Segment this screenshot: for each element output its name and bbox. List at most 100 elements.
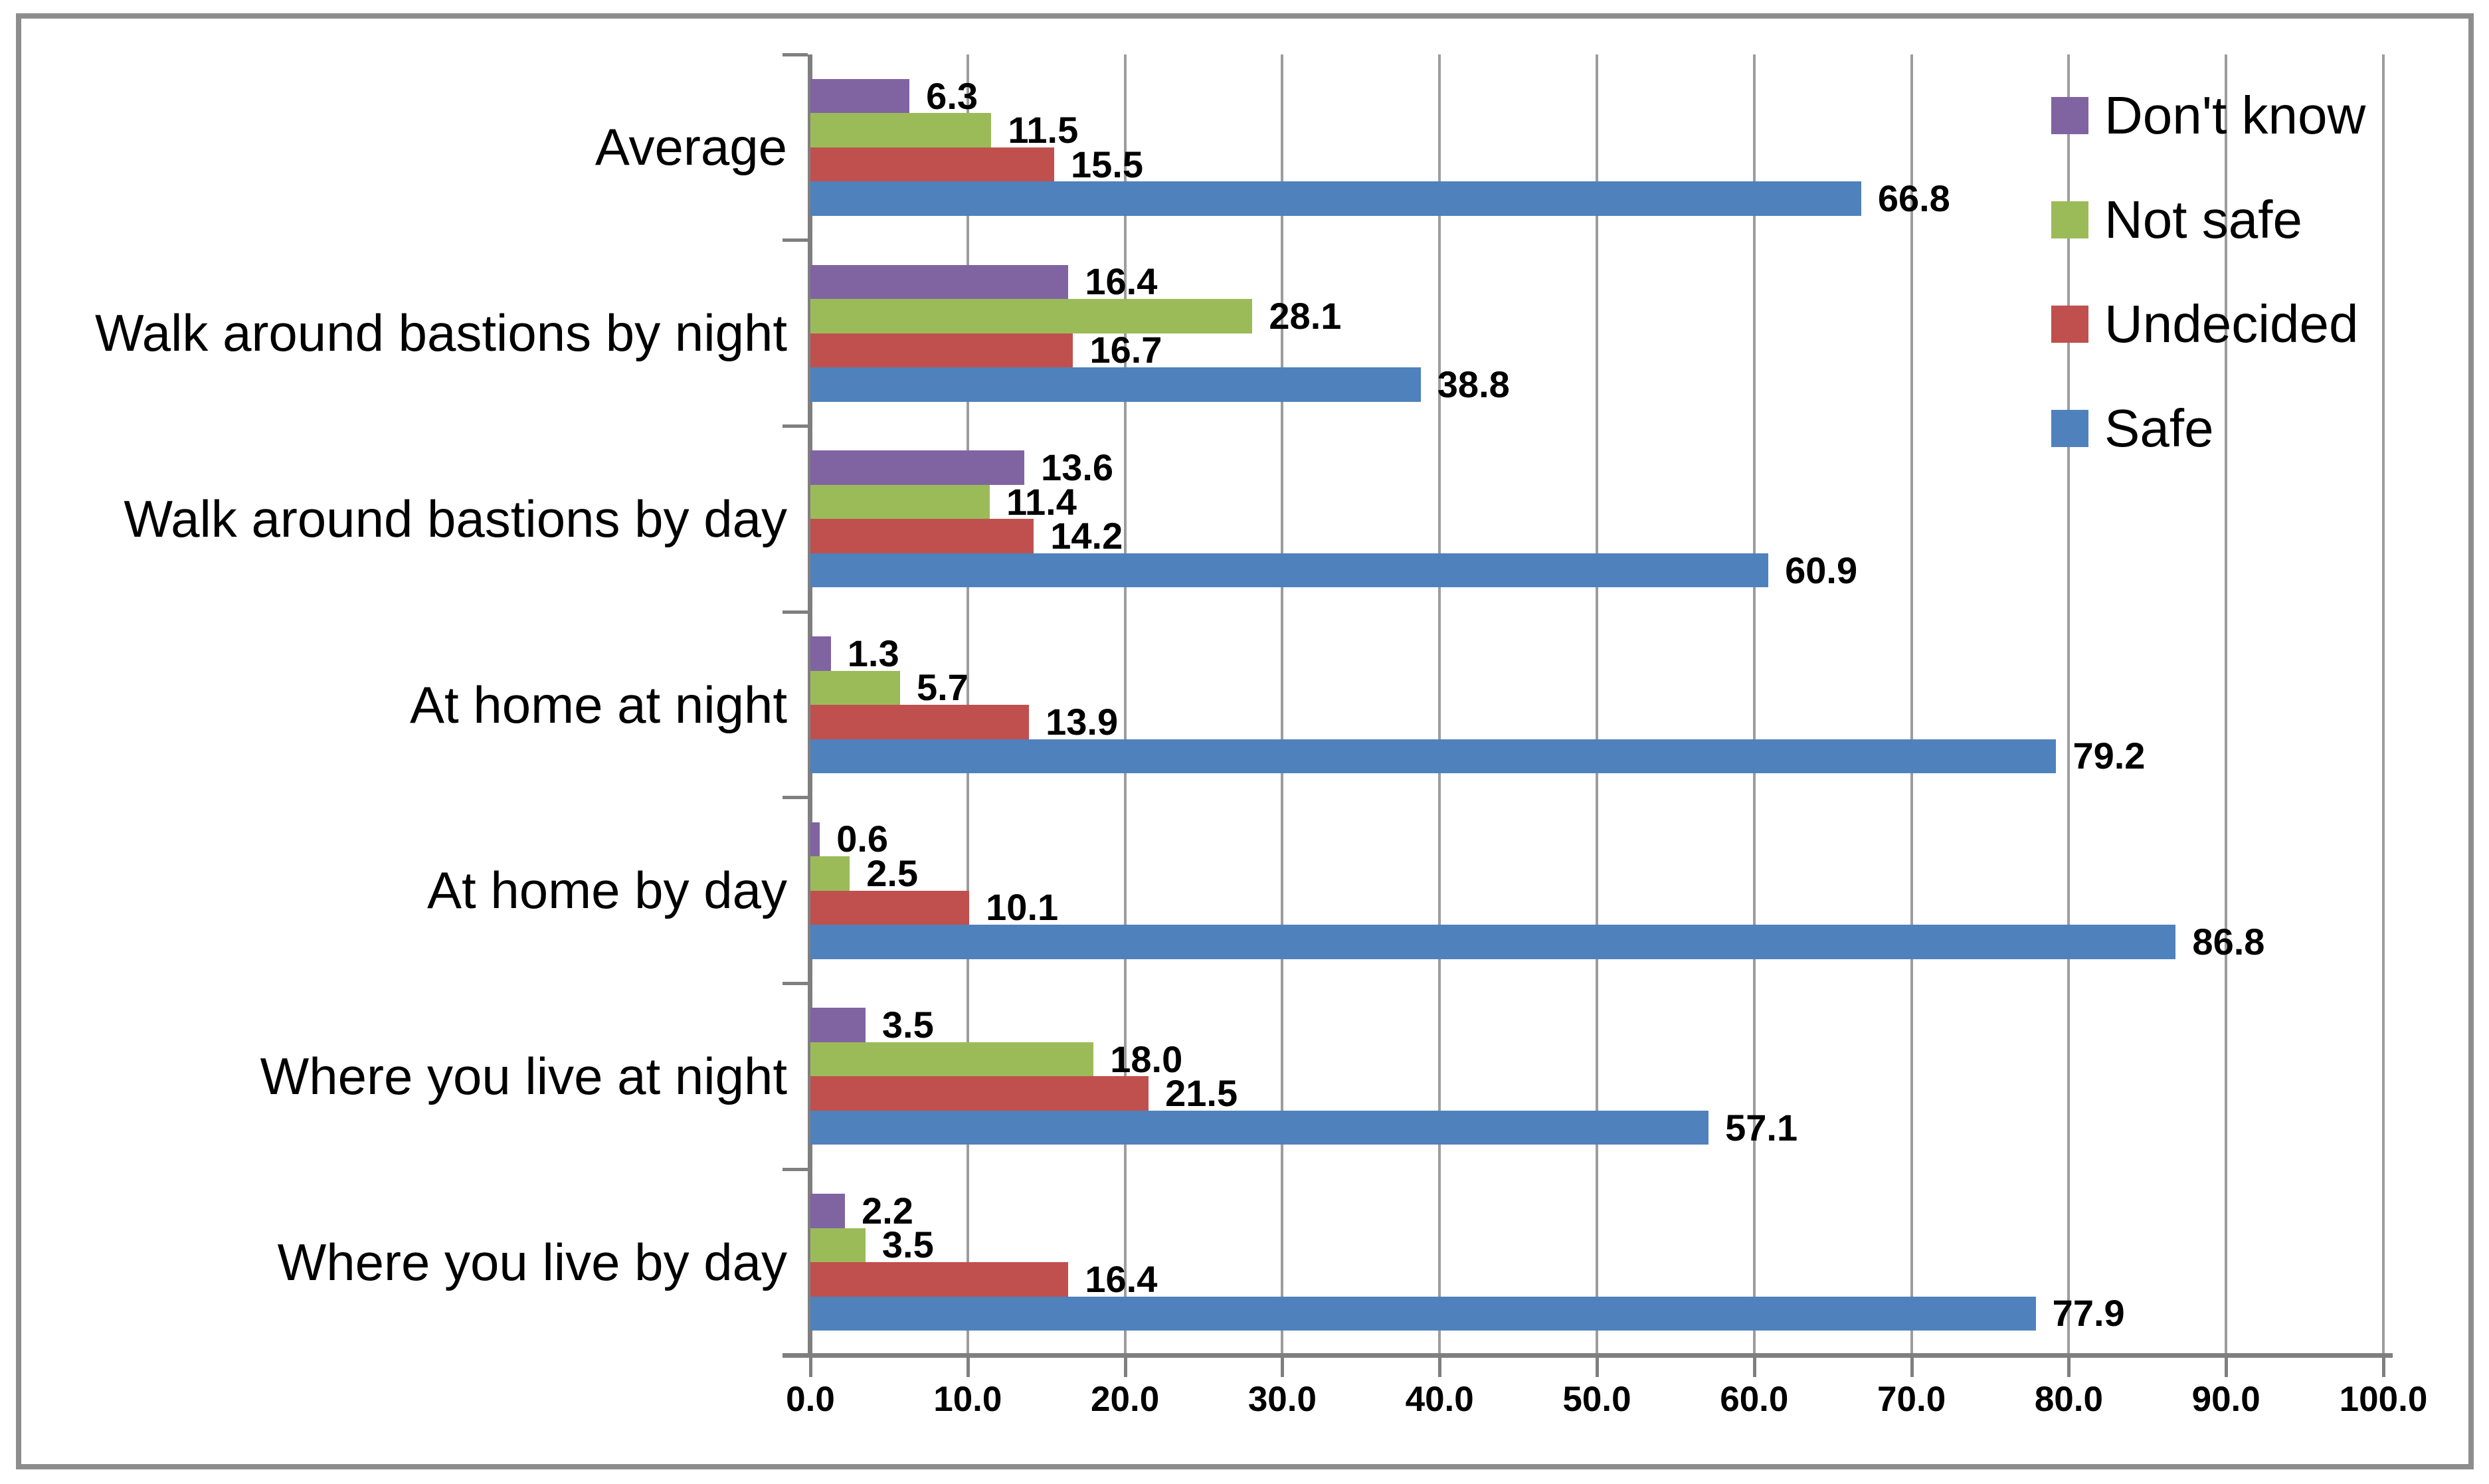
bar-value-label: 2.2 <box>862 1189 913 1232</box>
bar-don-t-know <box>810 450 1025 485</box>
bar-safe <box>810 553 1769 588</box>
x-axis-label: 50.0 <box>1562 1380 1631 1419</box>
x-axis-label: 40.0 <box>1405 1380 1474 1419</box>
x-axis-tick <box>2067 1357 2071 1377</box>
plot-area: 6.3 11.5 15.5 66.8 16.4 28.1 16.7 38.8 13.6 11.4 1… <box>783 52 2393 1377</box>
x-axis-tick <box>2382 1357 2385 1377</box>
bar-value-label: 2.5 <box>866 852 919 894</box>
bar-safe <box>810 739 2057 773</box>
bar-value-label: 3.5 <box>881 1004 934 1046</box>
category-label: Where you live by day <box>277 1232 787 1291</box>
bar-value-label: 11.5 <box>1008 109 1079 151</box>
bar-don-t-know <box>810 264 1069 300</box>
bar-value-label: 14.2 <box>1050 515 1123 557</box>
bar-safe <box>810 925 2176 959</box>
x-axis-label: 30.0 <box>1247 1380 1317 1419</box>
x-axis-tick <box>1910 1357 1914 1377</box>
x-axis-label: 80.0 <box>2034 1380 2103 1419</box>
gridline <box>1123 54 1127 1355</box>
bar-value-label: 10.1 <box>986 886 1059 929</box>
legend-swatch-safe <box>2051 409 2088 447</box>
bar-don-t-know <box>810 1008 866 1042</box>
bar-don-t-know <box>810 822 820 857</box>
x-axis-tick <box>966 1357 970 1377</box>
gridline <box>2382 54 2385 1355</box>
gridline <box>1281 54 1284 1355</box>
bar-value-label: 21.5 <box>1165 1072 1238 1115</box>
gridline <box>1596 54 1598 1355</box>
legend-label: Undecided <box>2104 294 2359 353</box>
bar-not-safe <box>810 1042 1094 1077</box>
x-axis-label: 70.0 <box>1877 1380 1946 1419</box>
x-axis-tick <box>1752 1357 1756 1377</box>
bar-value-label: 3.5 <box>881 1224 934 1266</box>
x-axis-tick <box>809 1357 812 1377</box>
bar-undecided <box>810 890 970 925</box>
gridline <box>1752 54 1756 1355</box>
x-axis-label: 20.0 <box>1091 1380 1160 1419</box>
bar-value-label: 11.4 <box>1006 480 1077 523</box>
y-axis-line <box>808 54 812 1355</box>
y-axis-tick <box>783 796 808 800</box>
bar-undecided <box>810 1262 1069 1297</box>
bar-value-label: 16.4 <box>1085 260 1158 303</box>
legend-swatch-undecided <box>2051 305 2088 343</box>
bar-not-safe <box>810 113 992 147</box>
bar-value-label: 13.6 <box>1041 446 1114 489</box>
y-axis-tick <box>783 982 808 986</box>
bar-don-t-know <box>810 636 831 671</box>
bar-not-safe <box>810 670 900 705</box>
bar-value-label: 16.7 <box>1089 329 1162 371</box>
category-label: Walk around bastions by day <box>124 489 787 548</box>
bar-value-label: 28.1 <box>1269 294 1342 337</box>
legend-item: Don't know <box>2051 86 2365 145</box>
category-label: Where you live at night <box>260 1046 787 1105</box>
x-axis-tick <box>1281 1357 1285 1377</box>
x-axis-label: 60.0 <box>1720 1380 1789 1419</box>
x-axis-tick <box>2225 1357 2229 1377</box>
legend-item: Undecided <box>2051 294 2365 353</box>
bar-value-label: 18.0 <box>1110 1038 1183 1080</box>
x-axis-label: 90.0 <box>2191 1380 2260 1419</box>
bar-undecided <box>810 333 1073 368</box>
bar-safe <box>810 1296 2036 1331</box>
bar-value-label: 38.8 <box>1437 363 1510 405</box>
category-label: Walk around bastions by night <box>94 304 787 363</box>
bar-value-label: 86.8 <box>2192 920 2265 963</box>
x-axis-line <box>783 1353 2393 1358</box>
x-axis-label: 0.0 <box>786 1380 835 1419</box>
bar-undecided <box>810 519 1034 553</box>
bar-safe <box>810 181 1861 216</box>
legend-item: Not safe <box>2051 190 2365 249</box>
gridline <box>1910 54 1913 1355</box>
bar-value-label: 0.6 <box>836 818 889 860</box>
legend: Don't know Not safe Undecided Safe <box>2051 86 2365 513</box>
bar-value-label: 5.7 <box>916 666 968 709</box>
bar-value-label: 60.9 <box>1785 549 1858 591</box>
y-axis-tick <box>783 610 808 614</box>
bar-not-safe <box>810 1228 866 1263</box>
bar-value-label: 77.9 <box>2052 1292 2125 1335</box>
category-label: Average <box>595 118 787 177</box>
bar-don-t-know <box>810 1194 846 1228</box>
legend-swatch-don-t-know <box>2051 96 2088 134</box>
bar-undecided <box>810 705 1030 739</box>
bar-not-safe <box>810 299 1253 333</box>
bar-value-label: 1.3 <box>847 632 899 674</box>
bar-value-label: 13.9 <box>1046 700 1119 743</box>
x-axis-label: 100.0 <box>2339 1380 2428 1419</box>
gridline <box>2225 54 2228 1355</box>
bar-value-label: 6.3 <box>926 74 978 117</box>
bar-undecided <box>810 147 1055 182</box>
category-label: At home by day <box>427 861 787 920</box>
bar-not-safe <box>810 856 850 891</box>
y-axis-tick <box>783 1167 808 1171</box>
y-axis-tick <box>783 424 808 428</box>
y-axis-tick <box>783 238 808 242</box>
gridline <box>2067 54 2071 1355</box>
gridline <box>1438 54 1441 1355</box>
bar-safe <box>810 367 1421 402</box>
bar-value-label: 57.1 <box>1725 1106 1798 1149</box>
legend-label: Not safe <box>2104 189 2302 249</box>
